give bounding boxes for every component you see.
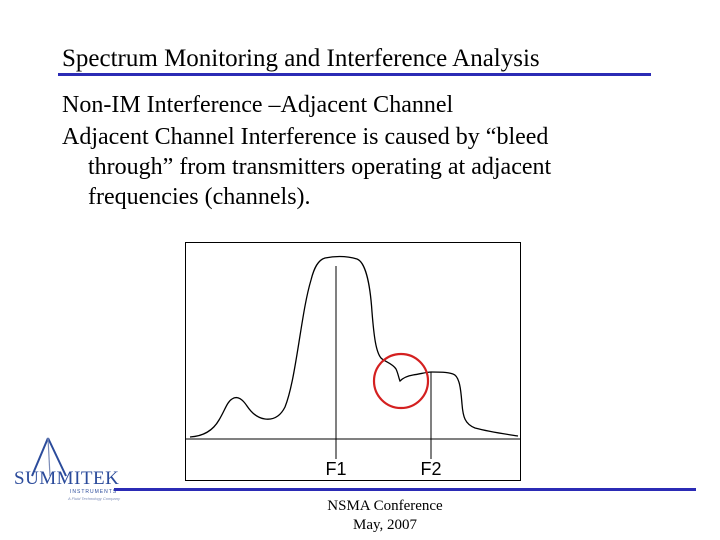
footer-conference: NSMA Conference	[327, 498, 443, 514]
logo-peak-right	[47, 437, 67, 477]
logo-peak-center	[47, 437, 51, 477]
spectrum-figure: F1 F2	[185, 242, 521, 482]
body-line-3: frequencies (channels).	[88, 184, 311, 210]
interference-highlight-circle	[372, 352, 430, 410]
spectrum-trace	[189, 255, 519, 438]
plot-frame	[185, 242, 521, 481]
slide-body: Non-IM Interference –Adjacent Channel Ad…	[62, 90, 682, 212]
body-heading: Non-IM Interference –Adjacent Channel	[62, 92, 454, 118]
summitek-logo-graphic: SUMMITEK INSTRUMENTS A Fluid Technology …	[14, 437, 121, 501]
marker-f1-label: F1	[325, 459, 346, 479]
marker-f2-label: F2	[420, 459, 441, 479]
logo-peak-left	[31, 437, 49, 477]
spectrum-plot: F1 F2	[185, 242, 521, 481]
summitek-logo: SUMMITEK INSTRUMENTS A Fluid Technology …	[10, 432, 128, 502]
logo-subtitle: INSTRUMENTS	[70, 489, 117, 495]
footer-date: May, 2007	[352, 517, 418, 533]
footer-divider	[114, 488, 696, 491]
body-line-2: through” from transmitters operating at …	[88, 154, 552, 180]
slide-title: Spectrum Monitoring and Interference Ana…	[62, 45, 540, 72]
footer: NSMA Conference May, 2007	[300, 497, 470, 535]
logo-wordmark: SUMMITEK	[14, 468, 119, 489]
body-line-1: Adjacent Channel Interference is caused …	[62, 124, 549, 150]
logo-tagline: A Fluid Technology Company	[67, 496, 121, 501]
title-divider	[58, 73, 651, 76]
